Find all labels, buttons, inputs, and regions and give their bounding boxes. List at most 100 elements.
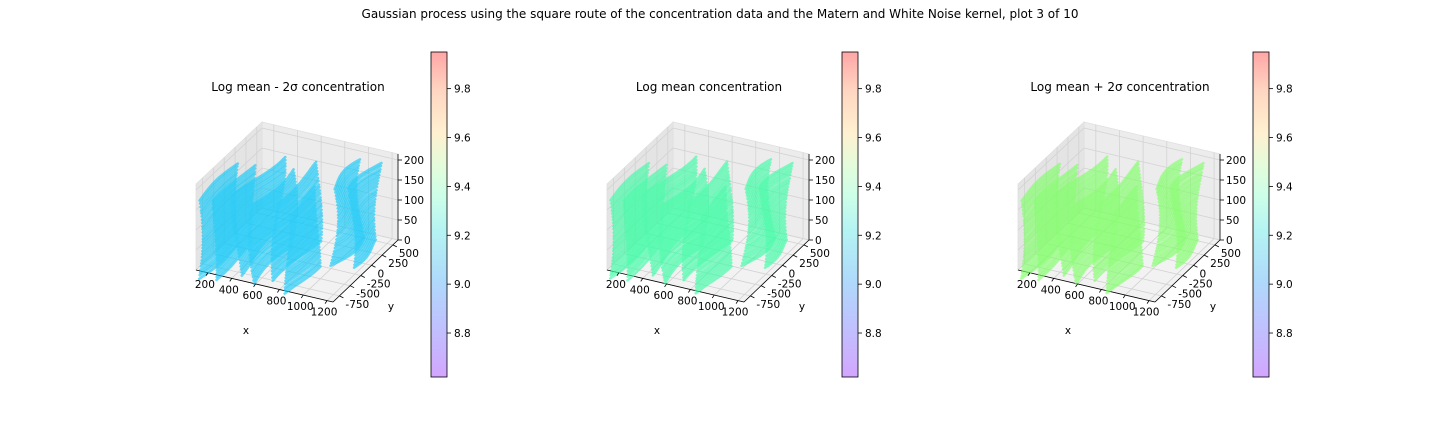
point-stripe — [231, 180, 286, 222]
point-stripe — [1171, 177, 1202, 207]
point-stripe — [334, 161, 361, 194]
x-tick — [711, 294, 715, 299]
colorbar-tick-label: 9.2 — [865, 230, 882, 242]
x-tick — [1146, 300, 1150, 304]
point-stripe — [610, 174, 649, 215]
point-stripe — [211, 167, 257, 206]
point-stripe — [353, 201, 377, 232]
point-stripe — [1176, 210, 1198, 242]
point-stripe — [1110, 211, 1139, 244]
point-stripe — [697, 233, 731, 265]
point-stripe — [699, 211, 728, 244]
grid-z — [606, 127, 674, 191]
point-stripe — [1176, 213, 1198, 245]
point-stripe — [289, 188, 317, 222]
x-tick-label: 200 — [1017, 279, 1037, 291]
point-stripe — [335, 166, 360, 201]
point-stripe — [1052, 162, 1109, 204]
point-stripe — [1110, 204, 1139, 237]
point-stripe — [765, 210, 787, 242]
point-stripe — [354, 219, 376, 251]
y-tick-label: 0 — [377, 268, 384, 280]
point-stripe — [764, 229, 787, 261]
point-stripe — [1175, 229, 1198, 261]
point-stripe — [1109, 223, 1141, 255]
point-stripe — [1110, 214, 1140, 246]
point-stripe — [1052, 155, 1109, 197]
point-stripe — [1111, 201, 1139, 234]
point-stripe — [765, 226, 787, 258]
point-stripe — [699, 201, 728, 234]
point-stripe — [198, 162, 240, 202]
point-stripe — [1176, 216, 1198, 248]
grid-z — [672, 127, 810, 161]
point-stripe — [763, 191, 789, 222]
point-stripe — [1108, 232, 1142, 264]
x-tick — [1122, 294, 1126, 299]
x-tick-label: 600 — [654, 290, 674, 302]
point-stripe — [700, 197, 728, 231]
y-tick — [792, 254, 798, 258]
point-stripe — [284, 252, 322, 283]
x-tick-label: 1200 — [722, 307, 749, 319]
x-tick — [300, 294, 304, 299]
colorbar — [842, 52, 858, 377]
point-stripe — [1109, 216, 1140, 249]
point-stripe — [1170, 167, 1204, 196]
point-stripe — [353, 228, 376, 260]
point-stripe — [1020, 162, 1062, 203]
y-tick-label: 250 — [799, 258, 819, 270]
z-tick-label: 100 — [1226, 195, 1246, 207]
x-tick — [253, 283, 256, 288]
point-stripe — [1157, 166, 1182, 200]
z-tick-label: 0 — [1226, 235, 1233, 247]
x-tick — [277, 289, 280, 293]
point-stripe — [609, 162, 651, 202]
point-stripe — [759, 167, 793, 197]
point-stripe — [354, 207, 376, 239]
colorbar-tick-label: 9.0 — [454, 279, 471, 291]
colorbar-tick-label: 9.0 — [1276, 279, 1293, 291]
point-stripe — [1072, 171, 1118, 210]
y-tick-label: -500 — [767, 289, 791, 301]
point-stripe — [287, 220, 318, 252]
point-stripe — [1174, 238, 1199, 269]
point-stripe — [1171, 173, 1203, 203]
y-axis-line — [743, 239, 810, 303]
point-stripe — [758, 161, 794, 190]
point-stripe — [1175, 235, 1199, 267]
point-stripe — [286, 226, 319, 258]
point-stripe — [1158, 173, 1181, 207]
point-stripe — [248, 180, 297, 219]
grid-x — [737, 238, 804, 301]
point-stripe — [1155, 158, 1184, 191]
x-tick — [1051, 278, 1055, 282]
x-tick-label: 400 — [219, 284, 239, 296]
point-stripe — [249, 174, 296, 213]
y-tick-label: -500 — [1178, 289, 1202, 301]
point-stripe — [1174, 191, 1200, 222]
point-stripe — [659, 181, 708, 219]
z-tick-label: 200 — [1226, 155, 1246, 167]
point-stripe — [660, 174, 707, 213]
y-tick-label: 250 — [1210, 258, 1230, 270]
point-stripe — [763, 238, 789, 270]
z-tick-label: 150 — [404, 175, 424, 187]
point-stripe — [354, 210, 376, 242]
point-stripe — [353, 198, 377, 229]
point-stripe — [1106, 248, 1143, 280]
point-stripe — [1106, 245, 1143, 277]
point-stripe — [1097, 169, 1141, 214]
x-tick — [324, 300, 328, 304]
point-stripe — [1174, 194, 1199, 226]
y-axis-label: y — [388, 301, 394, 313]
colorbar-tick-label: 9.4 — [865, 181, 882, 193]
point-stripe — [761, 180, 791, 210]
y-tick — [349, 285, 355, 289]
point-stripe — [249, 177, 297, 216]
point-stripe — [696, 239, 731, 271]
point-stripe — [761, 182, 790, 213]
